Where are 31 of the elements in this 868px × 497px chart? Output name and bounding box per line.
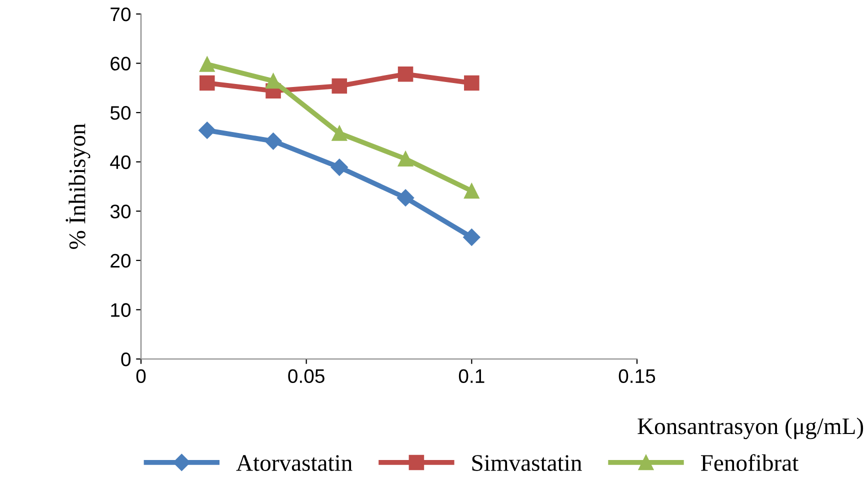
point	[464, 183, 480, 199]
point	[332, 126, 348, 141]
point	[199, 75, 215, 91]
x-tick-label: 0.15	[618, 369, 656, 384]
point	[464, 75, 480, 91]
y-tick-label: 10	[111, 303, 131, 317]
point	[330, 158, 348, 176]
point	[198, 122, 216, 139]
point	[396, 189, 414, 206]
y-axis-title: % İnhibisyon	[66, 124, 90, 249]
legend-label: Atorvastatin	[236, 455, 352, 471]
y-tick-label: 0	[121, 352, 131, 366]
legend-label: Fenofibrat	[700, 454, 799, 471]
point	[398, 66, 414, 82]
point	[463, 228, 480, 246]
y-tick-label: 50	[110, 106, 131, 120]
legend-label: Simvastatin	[472, 455, 582, 471]
point	[199, 56, 215, 72]
point	[266, 73, 281, 89]
point	[264, 132, 282, 150]
x-tick-label: 0.1	[458, 369, 484, 384]
y-tick-label: 30	[110, 204, 131, 218]
y-tick-label: 70	[110, 7, 131, 22]
x-tick-label: 0	[136, 369, 146, 384]
x-tick-label: 0.05	[288, 369, 324, 384]
point	[332, 78, 348, 94]
y-tick-label: 20	[110, 254, 131, 268]
y-tick-label: 40	[110, 155, 131, 170]
y-tick-label: 60	[110, 56, 131, 71]
point	[398, 151, 414, 167]
x-axis-title: Konsantrasyon (μg/mL)	[638, 418, 864, 440]
